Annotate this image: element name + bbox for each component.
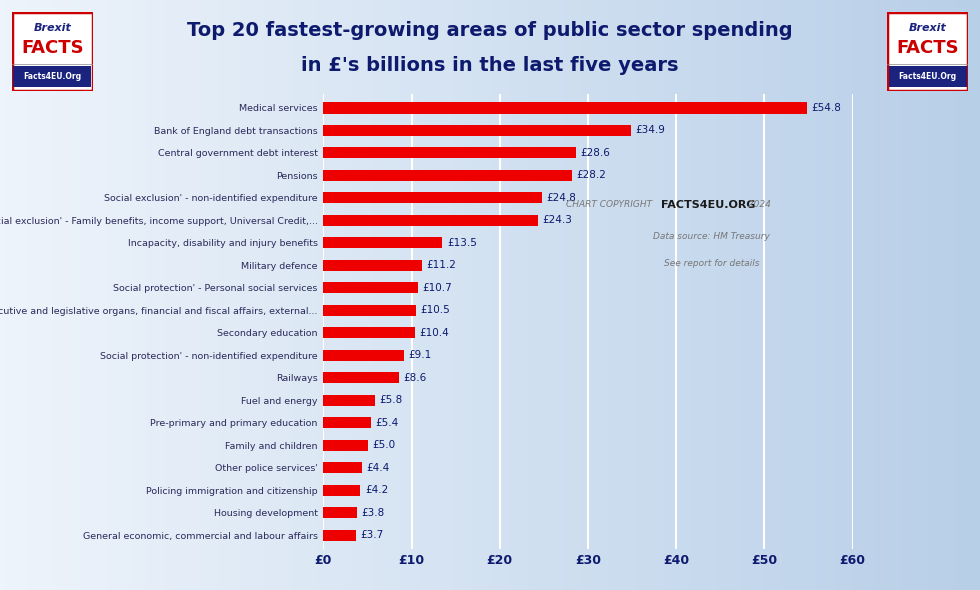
Bar — [323, 102, 807, 113]
Text: £9.1: £9.1 — [408, 350, 431, 360]
Text: £3.8: £3.8 — [362, 508, 384, 517]
Text: FACTS4EU.ORG: FACTS4EU.ORG — [662, 199, 756, 209]
Text: £3.7: £3.7 — [361, 530, 384, 540]
Text: CHART COPYRIGHT: CHART COPYRIGHT — [566, 200, 658, 209]
Bar — [323, 327, 416, 339]
Text: in £'s billions in the last five years: in £'s billions in the last five years — [301, 56, 679, 75]
Text: See report for details: See report for details — [663, 258, 760, 268]
Bar — [323, 124, 631, 136]
Text: Facts4EU.Org: Facts4EU.Org — [899, 72, 956, 81]
Bar — [323, 148, 575, 159]
Bar — [323, 237, 443, 248]
Text: Facts4EU.Org: Facts4EU.Org — [24, 72, 81, 81]
Text: £10.4: £10.4 — [419, 328, 449, 338]
Text: £4.2: £4.2 — [365, 485, 388, 495]
Text: £4.4: £4.4 — [367, 463, 390, 473]
Text: £24.3: £24.3 — [542, 215, 572, 225]
Text: £8.6: £8.6 — [404, 373, 427, 383]
Bar — [323, 417, 371, 428]
Text: £10.5: £10.5 — [420, 305, 450, 315]
Text: FACTS: FACTS — [897, 38, 958, 57]
Text: £24.8: £24.8 — [547, 193, 576, 203]
Text: £10.7: £10.7 — [422, 283, 452, 293]
Bar — [14, 66, 91, 87]
Text: £28.6: £28.6 — [580, 148, 610, 158]
Text: £5.8: £5.8 — [379, 395, 402, 405]
Text: Brexit: Brexit — [908, 23, 947, 32]
Text: Brexit: Brexit — [33, 23, 72, 32]
Bar — [889, 66, 966, 87]
Text: £28.2: £28.2 — [576, 171, 607, 181]
Bar — [323, 372, 399, 384]
Text: Data source: HM Treasury: Data source: HM Treasury — [653, 232, 770, 241]
Text: £5.4: £5.4 — [375, 418, 399, 428]
Bar — [323, 462, 363, 473]
Bar — [323, 215, 538, 226]
Bar — [323, 507, 357, 519]
Bar — [323, 170, 572, 181]
Bar — [323, 484, 361, 496]
Bar — [323, 260, 422, 271]
Bar — [323, 350, 404, 361]
Bar — [323, 530, 356, 541]
Bar — [323, 282, 417, 293]
Bar — [323, 440, 368, 451]
Bar — [323, 192, 542, 204]
Text: £34.9: £34.9 — [636, 126, 665, 135]
Bar — [323, 304, 416, 316]
Bar — [323, 395, 374, 406]
Text: £13.5: £13.5 — [447, 238, 476, 248]
Text: £54.8: £54.8 — [811, 103, 841, 113]
Text: £11.2: £11.2 — [426, 260, 457, 270]
Text: Top 20 fastest-growing areas of public sector spending: Top 20 fastest-growing areas of public s… — [187, 21, 793, 40]
Text: £5.0: £5.0 — [372, 440, 395, 450]
Text: FACTS: FACTS — [22, 38, 83, 57]
Text: 2024: 2024 — [745, 200, 771, 209]
